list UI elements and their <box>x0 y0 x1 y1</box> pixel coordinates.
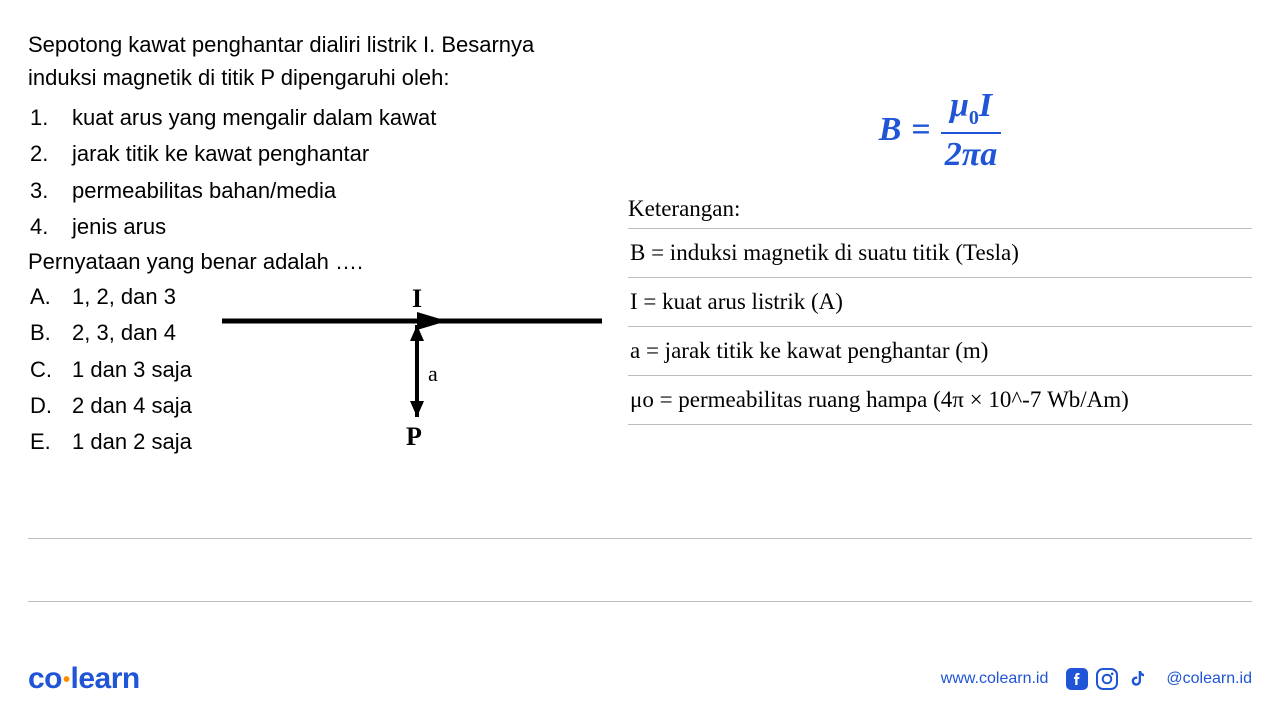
choice-letter: A. <box>28 279 72 315</box>
formula: B = μ0I 2πa <box>628 88 1252 172</box>
choice-D: D. 2 dan 4 saja <box>28 388 192 424</box>
choice-letter: C. <box>28 352 72 388</box>
formula-I: I <box>979 87 992 124</box>
question-prompt: Pernyataan yang benar adalah …. <box>28 249 618 275</box>
statement-num: 2. <box>28 136 72 172</box>
logo-dot-icon: • <box>62 669 71 691</box>
statement-3: 3. permeabilitas bahan/media <box>28 173 618 209</box>
choice-text: 1 dan 3 saja <box>72 352 192 388</box>
choice-text: 1 dan 2 saja <box>72 424 192 460</box>
logo-learn: learn <box>71 662 140 695</box>
formula-denominator: 2πa <box>941 137 1002 173</box>
question-intro-2: induksi magnetik di titik P dipengaruhi … <box>28 61 618 94</box>
choice-text: 1, 2, dan 3 <box>72 279 176 315</box>
logo-co: co <box>28 662 62 695</box>
diagram-label-I: I <box>412 285 422 313</box>
formula-mu-sub: 0 <box>969 107 979 129</box>
diagram-arrowhead-down-icon <box>410 401 424 417</box>
statement-num: 4. <box>28 209 72 245</box>
statement-text: permeabilitas bahan/media <box>72 173 618 209</box>
choice-letter: D. <box>28 388 72 424</box>
colearn-logo: co•learn <box>28 662 140 696</box>
ruled-lines <box>28 476 1252 602</box>
formula-fraction: μ0I 2πa <box>941 88 1002 172</box>
footer: co•learn www.colearn.id @colearn.id <box>28 662 1252 696</box>
statement-text: jenis arus <box>72 209 618 245</box>
footer-handle: @colearn.id <box>1166 670 1252 688</box>
statement-1: 1. kuat arus yang mengalir dalam kawat <box>28 100 618 136</box>
diagram-label-P: P <box>406 422 422 451</box>
formula-fraction-bar <box>941 132 1002 134</box>
keterangan-row-I: I = kuat arus listrik (A) <box>628 277 1252 326</box>
keterangan-row-a: a = jarak titik ke kawat penghantar (m) <box>628 326 1252 375</box>
tiktok-icon <box>1126 668 1148 690</box>
choice-A: A. 1, 2, dan 3 <box>28 279 192 315</box>
formula-B: B <box>879 111 902 149</box>
choice-text: 2 dan 4 saja <box>72 388 192 424</box>
choice-letter: B. <box>28 315 72 351</box>
footer-url: www.colearn.id <box>941 670 1049 688</box>
keterangan-heading: Keterangan: <box>628 190 1252 228</box>
keterangan-row-B: B = induksi magnetik di suatu titik (Tes… <box>628 228 1252 277</box>
statement-num: 3. <box>28 173 72 209</box>
statement-2: 2. jarak titik ke kawat penghantar <box>28 136 618 172</box>
diagram-label-a: a <box>428 361 438 386</box>
keterangan-row-mu0: μo = permeabilitas ruang hampa (4π × 10^… <box>628 375 1252 425</box>
choice-text: 2, 3, dan 4 <box>72 315 176 351</box>
choice-E: E. 1 dan 2 saja <box>28 424 192 460</box>
statement-list: 1. kuat arus yang mengalir dalam kawat 2… <box>28 100 618 245</box>
wire-diagram: I a P <box>222 285 612 460</box>
facebook-icon <box>1066 668 1088 690</box>
choice-B: B. 2, 3, dan 4 <box>28 315 192 351</box>
choice-C: C. 1 dan 3 saja <box>28 352 192 388</box>
social-icons <box>1066 668 1148 690</box>
statement-num: 1. <box>28 100 72 136</box>
instagram-icon <box>1096 668 1118 690</box>
statement-text: kuat arus yang mengalir dalam kawat <box>72 100 618 136</box>
choice-letter: E. <box>28 424 72 460</box>
statement-text: jarak titik ke kawat penghantar <box>72 136 618 172</box>
statement-4: 4. jenis arus <box>28 209 618 245</box>
question-intro-1: Sepotong kawat penghantar dialiri listri… <box>28 28 618 61</box>
formula-mu: μ <box>950 87 969 124</box>
formula-equals: = <box>911 111 930 149</box>
diagram-current-arrow-icon <box>417 312 447 330</box>
answer-choices: A. 1, 2, dan 3 B. 2, 3, dan 4 C. 1 dan 3… <box>28 279 192 460</box>
